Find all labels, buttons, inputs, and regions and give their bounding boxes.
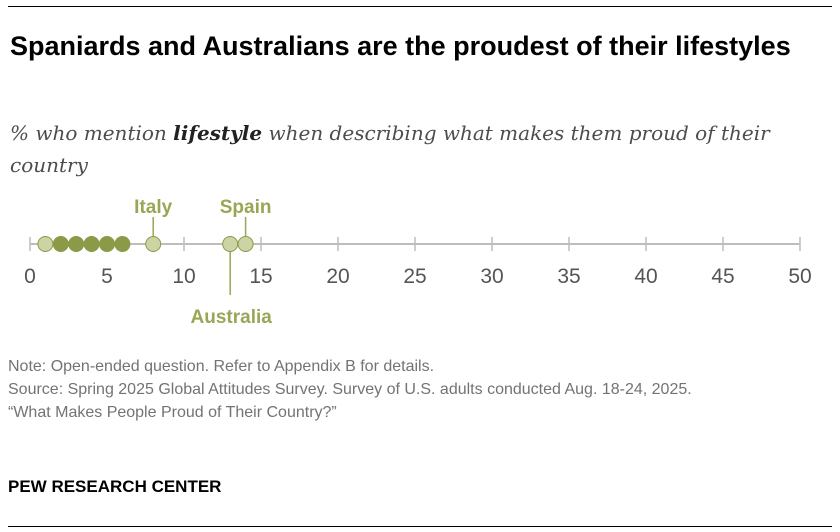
data-point <box>37 236 54 252</box>
tick-label: 25 <box>403 265 426 288</box>
data-point-highlight <box>145 236 162 252</box>
tick-label: 15 <box>249 265 272 288</box>
subtitle-emphasis: lifestyle <box>173 121 263 145</box>
data-point <box>68 236 85 252</box>
dot-plot: 0 5 10 15 20 25 30 35 40 45 50 Italy Australia Spain <box>24 197 812 328</box>
point-label: Australia <box>191 307 273 328</box>
data-point <box>83 236 100 252</box>
tick-label: 45 <box>711 265 734 288</box>
data-point-highlight <box>237 236 254 252</box>
source-text: Source: Spring 2025 Global Attitudes Sur… <box>8 381 692 398</box>
tick-label: 35 <box>557 265 580 288</box>
tick-label: 5 <box>101 265 113 288</box>
point-label: Spain <box>220 197 272 218</box>
bottom-rule <box>8 526 832 527</box>
chart-notes: Note: Open-ended question. Refer to Appe… <box>8 355 828 424</box>
tick-label: 50 <box>788 265 811 288</box>
tick-label: 40 <box>634 265 657 288</box>
tick-label: 10 <box>172 265 195 288</box>
chart-subtitle: % who mention lifestyle when describing … <box>10 117 825 181</box>
data-point-highlight <box>222 236 239 252</box>
point-label: Italy <box>134 197 172 218</box>
tick-label: 0 <box>24 265 36 288</box>
top-rule <box>8 6 832 7</box>
report-title: “What Makes People Proud of Their Countr… <box>8 404 337 421</box>
chart-title: Spaniards and Australians are the proude… <box>10 31 791 61</box>
subtitle-suffix: when describing what makes them proud of… <box>10 121 770 177</box>
note-text: Note: Open-ended question. Refer to Appe… <box>8 358 435 375</box>
data-point <box>99 236 115 252</box>
data-point <box>114 236 131 252</box>
data-point <box>52 236 69 252</box>
tick-label: 30 <box>480 265 503 288</box>
tick-label: 20 <box>326 265 349 288</box>
subtitle-prefix: % who mention <box>10 121 174 145</box>
brand-logo-text: PEW RESEARCH CENTER <box>8 477 222 496</box>
